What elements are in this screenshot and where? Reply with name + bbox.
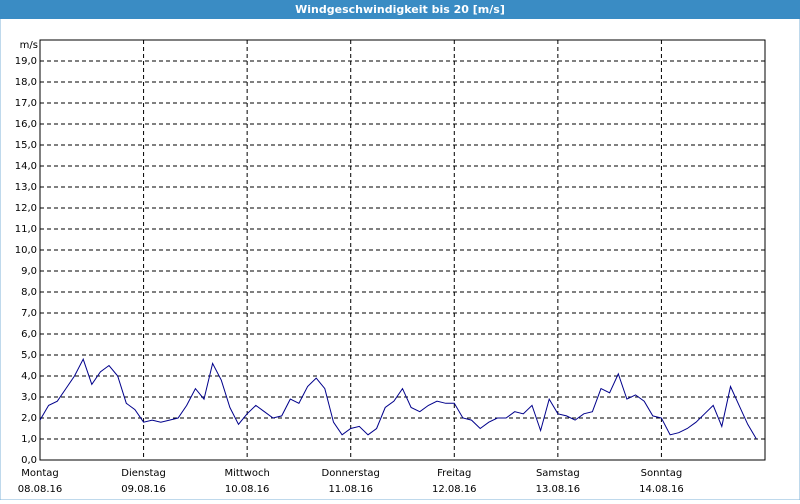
y-tick-label: 8,0 <box>21 287 37 298</box>
y-tick-label: 0,0 <box>21 455 37 466</box>
y-tick-label: 6,0 <box>21 329 37 340</box>
x-tick-label: Samstag <box>536 468 580 479</box>
x-tick-label: Montag <box>21 468 58 479</box>
y-tick-label: 11,0 <box>15 224 37 235</box>
y-tick-label: 13,0 <box>15 182 37 193</box>
y-tick-label: 9,0 <box>21 266 37 277</box>
x-tick-date: 11.08.16 <box>328 484 373 495</box>
y-tick-label: 17,0 <box>15 98 37 109</box>
x-tick-label: Dienstag <box>121 468 166 479</box>
y-axis-label: m/s <box>20 40 38 51</box>
y-tick-label: 2,0 <box>21 413 37 424</box>
y-tick-label: 18,0 <box>15 77 37 88</box>
x-tick-date: 12.08.16 <box>432 484 477 495</box>
y-tick-label: 15,0 <box>15 140 37 151</box>
y-tick-label: 7,0 <box>21 308 37 319</box>
x-tick-label: Sonntag <box>641 468 683 479</box>
x-tick-date: 09.08.16 <box>121 484 166 495</box>
y-tick-label: 16,0 <box>15 119 37 130</box>
y-tick-label: 3,0 <box>21 392 37 403</box>
y-tick-label: 5,0 <box>21 350 37 361</box>
y-tick-label: 4,0 <box>21 371 37 382</box>
x-tick-label: Freitag <box>437 468 471 479</box>
chart-title: Windgeschwindigkeit bis 20 [m/s] <box>295 3 505 16</box>
y-tick-label: 19,0 <box>15 56 37 67</box>
y-tick-label: 1,0 <box>21 434 37 445</box>
title-bar <box>0 0 800 19</box>
y-tick-label: 12,0 <box>15 203 37 214</box>
y-tick-label: 10,0 <box>15 245 37 256</box>
x-tick-label: Mittwoch <box>224 468 269 479</box>
data-line <box>39 357 757 440</box>
y-tick-label: 14,0 <box>15 161 37 172</box>
x-tick-date: 13.08.16 <box>536 484 581 495</box>
x-tick-date: 10.08.16 <box>225 484 270 495</box>
x-tick-label: Donnerstag <box>322 468 380 479</box>
x-tick-date: 14.08.16 <box>639 484 684 495</box>
x-tick-date: 08.08.16 <box>18 484 63 495</box>
